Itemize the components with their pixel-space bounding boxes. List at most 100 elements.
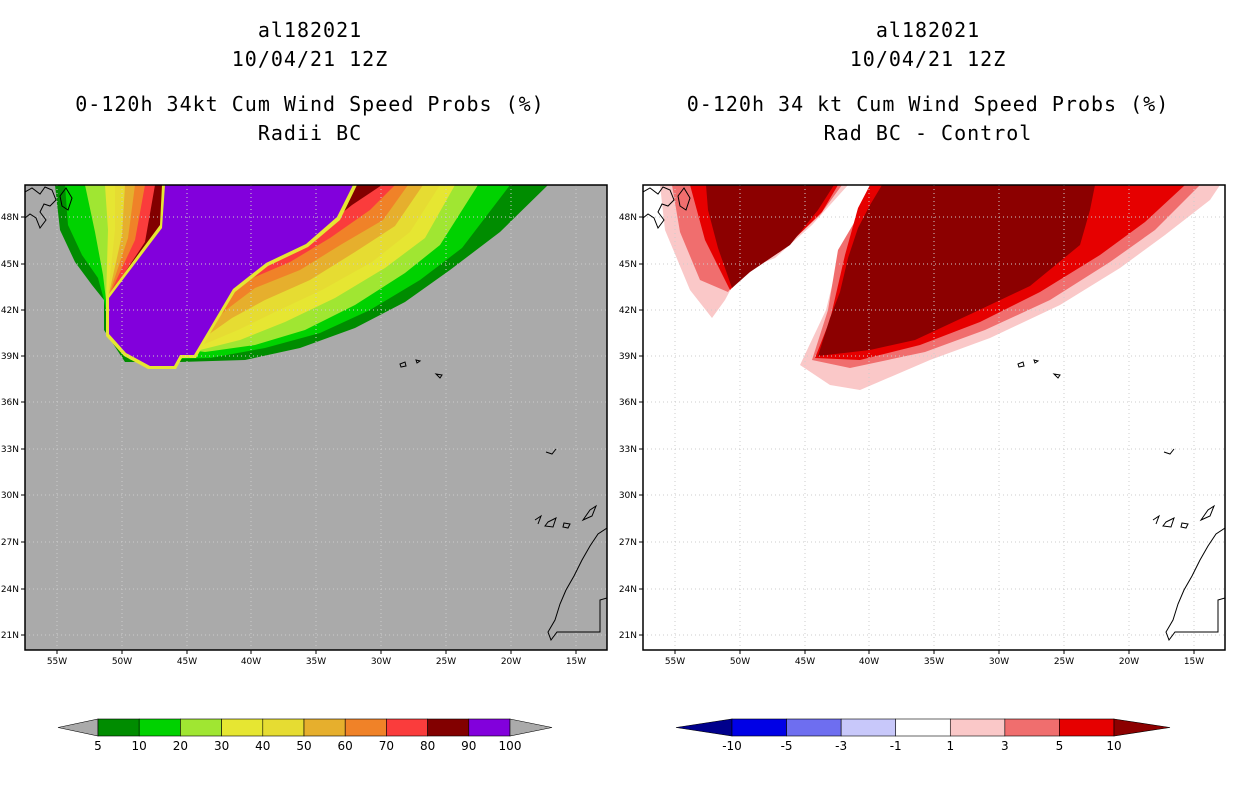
colorbar-label: 10 [1106, 739, 1121, 753]
left-coastlines [25, 186, 607, 642]
right-grid [643, 185, 1225, 650]
lon-tick-label: 25W [436, 657, 456, 667]
right-map: 48N 45N 42N 39N 36N 33N 30N 27N 24N 21N 55W 50W 45W… [619, 184, 1226, 667]
right-date: 10/04/21 12Z [849, 47, 1007, 71]
right-lon-ticks: 55W 50W 45W 40W 35W 30W 25W 20W 15W [665, 650, 1204, 667]
lon-tick-label: 30W [989, 657, 1009, 667]
colorbar-swatch [344, 718, 387, 737]
colorbar-swatch [180, 718, 222, 737]
colorbar-label: -5 [781, 739, 793, 753]
colorbar-label: 20 [173, 739, 188, 753]
lat-tick-label: 48N [1, 213, 19, 223]
left-band-100 [109, 185, 353, 366]
colorbar-right-arrow [1113, 718, 1171, 737]
lat-tick-label: 27N [1, 538, 19, 548]
lat-tick-label: 30N [1, 491, 19, 501]
lat-tick-label: 48N [619, 213, 637, 223]
lat-tick-label: 45N [1, 260, 19, 270]
right-diff-lobe1-10 [706, 185, 834, 288]
colorbar-label: 5 [1056, 739, 1064, 753]
colorbar-swatch [427, 718, 470, 737]
colorbar-swatch [731, 718, 787, 737]
colorbar-swatch [138, 718, 181, 737]
left-storm-id: al182021 [257, 18, 363, 42]
lon-tick-label: 20W [501, 657, 521, 667]
left-grid [25, 185, 607, 650]
colorbar-label: 100 [499, 739, 522, 753]
lat-tick-label: 24N [619, 585, 637, 595]
colorbar-label: 40 [255, 739, 270, 753]
lon-tick-label: 35W [924, 657, 944, 667]
lat-tick-label: 36N [619, 398, 637, 408]
lon-tick-label: 30W [371, 657, 391, 667]
right-subtitle: Rad BC - Control [823, 121, 1033, 145]
left-date: 10/04/21 12Z [231, 47, 389, 71]
colorbar-swatch [468, 718, 511, 737]
lat-tick-label: 45N [619, 260, 637, 270]
colorbar-swatch [262, 718, 305, 737]
colorbar-swatch [1059, 718, 1115, 737]
lat-tick-label: 33N [619, 445, 637, 455]
lat-tick-label: 39N [1, 352, 19, 362]
lon-tick-label: 55W [665, 657, 685, 667]
colorbar-swatch [303, 718, 346, 737]
lat-tick-label: 33N [1, 445, 19, 455]
colorbar-label: -3 [835, 739, 847, 753]
colorbar-label: 80 [420, 739, 435, 753]
right-diff-lobe2-10 [818, 185, 1095, 356]
colorbar-left-arrow [675, 718, 733, 737]
lat-tick-label: 21N [619, 631, 637, 641]
colorbar-label: 60 [338, 739, 353, 753]
colorbar-label: 90 [461, 739, 476, 753]
colorbar-swatch [949, 718, 1006, 737]
lat-tick-label: 30N [619, 491, 637, 501]
left-lat-ticks: 48N 45N 42N 39N 36N 33N 30N 27N 24N 21N [1, 213, 25, 641]
colorbar-swatch [895, 718, 951, 737]
lat-tick-label: 36N [1, 398, 19, 408]
colorbar-swatch [786, 718, 842, 737]
colorbar-swatch [221, 718, 264, 737]
colorbar-right-arrow [509, 718, 553, 737]
colorbar-label: -10 [722, 739, 742, 753]
colorbar-label: 70 [379, 739, 394, 753]
lat-tick-label: 27N [619, 538, 637, 548]
colorbar-swatch [1004, 718, 1060, 737]
colorbar-swatch [840, 718, 897, 737]
left-colorbar: 5 10 20 30 40 50 60 70 80 90 100 [57, 718, 553, 753]
colorbar-swatch [386, 718, 428, 737]
left-lon-ticks: 55W 50W 45W 40W 35W 30W 25W 20W 15W [47, 650, 586, 667]
lon-tick-label: 40W [859, 657, 879, 667]
colorbar-label: 50 [296, 739, 311, 753]
lat-tick-label: 21N [1, 631, 19, 641]
right-title: al182021 10/04/21 12Z 0-120h 34 kt Cum W… [648, 16, 1208, 148]
lon-tick-label: 50W [730, 657, 750, 667]
lat-tick-label: 42N [1, 306, 19, 316]
colorbar-label: 10 [132, 739, 147, 753]
lat-tick-label: 39N [619, 352, 637, 362]
colorbar-label: 3 [1001, 739, 1009, 753]
colorbar-label: 5 [94, 739, 102, 753]
right-lat-ticks: 48N 45N 42N 39N 36N 33N 30N 27N 24N 21N [619, 213, 643, 641]
colorbar-swatch [97, 718, 140, 737]
lon-tick-label: 55W [47, 657, 67, 667]
lon-tick-label: 15W [1184, 657, 1204, 667]
left-product: 0-120h 34kt Cum Wind Speed Probs (%) [75, 92, 545, 116]
lon-tick-label: 40W [241, 657, 261, 667]
lon-tick-label: 15W [566, 657, 586, 667]
lat-tick-label: 42N [619, 306, 637, 316]
lon-tick-label: 35W [306, 657, 326, 667]
right-coastlines [643, 186, 1225, 642]
lon-tick-label: 45W [177, 657, 197, 667]
colorbar-label: -1 [890, 739, 902, 753]
left-title: al182021 10/04/21 12Z 0-120h 34kt Cum Wi… [30, 16, 590, 148]
colorbar-label: 1 [946, 739, 954, 753]
lon-tick-label: 20W [1119, 657, 1139, 667]
lat-tick-label: 24N [1, 585, 19, 595]
colorbar-left-arrow [57, 718, 99, 737]
left-subtitle: Radii BC [257, 121, 363, 145]
left-map: 48N 45N 42N 39N 36N 33N 30N 27N 24N 21N 55W 50W 45W… [1, 184, 608, 667]
lon-tick-label: 45W [795, 657, 815, 667]
colorbar-label: 30 [214, 739, 229, 753]
right-colorbar: -10 -5 -3 -1 1 3 5 10 [675, 718, 1171, 753]
